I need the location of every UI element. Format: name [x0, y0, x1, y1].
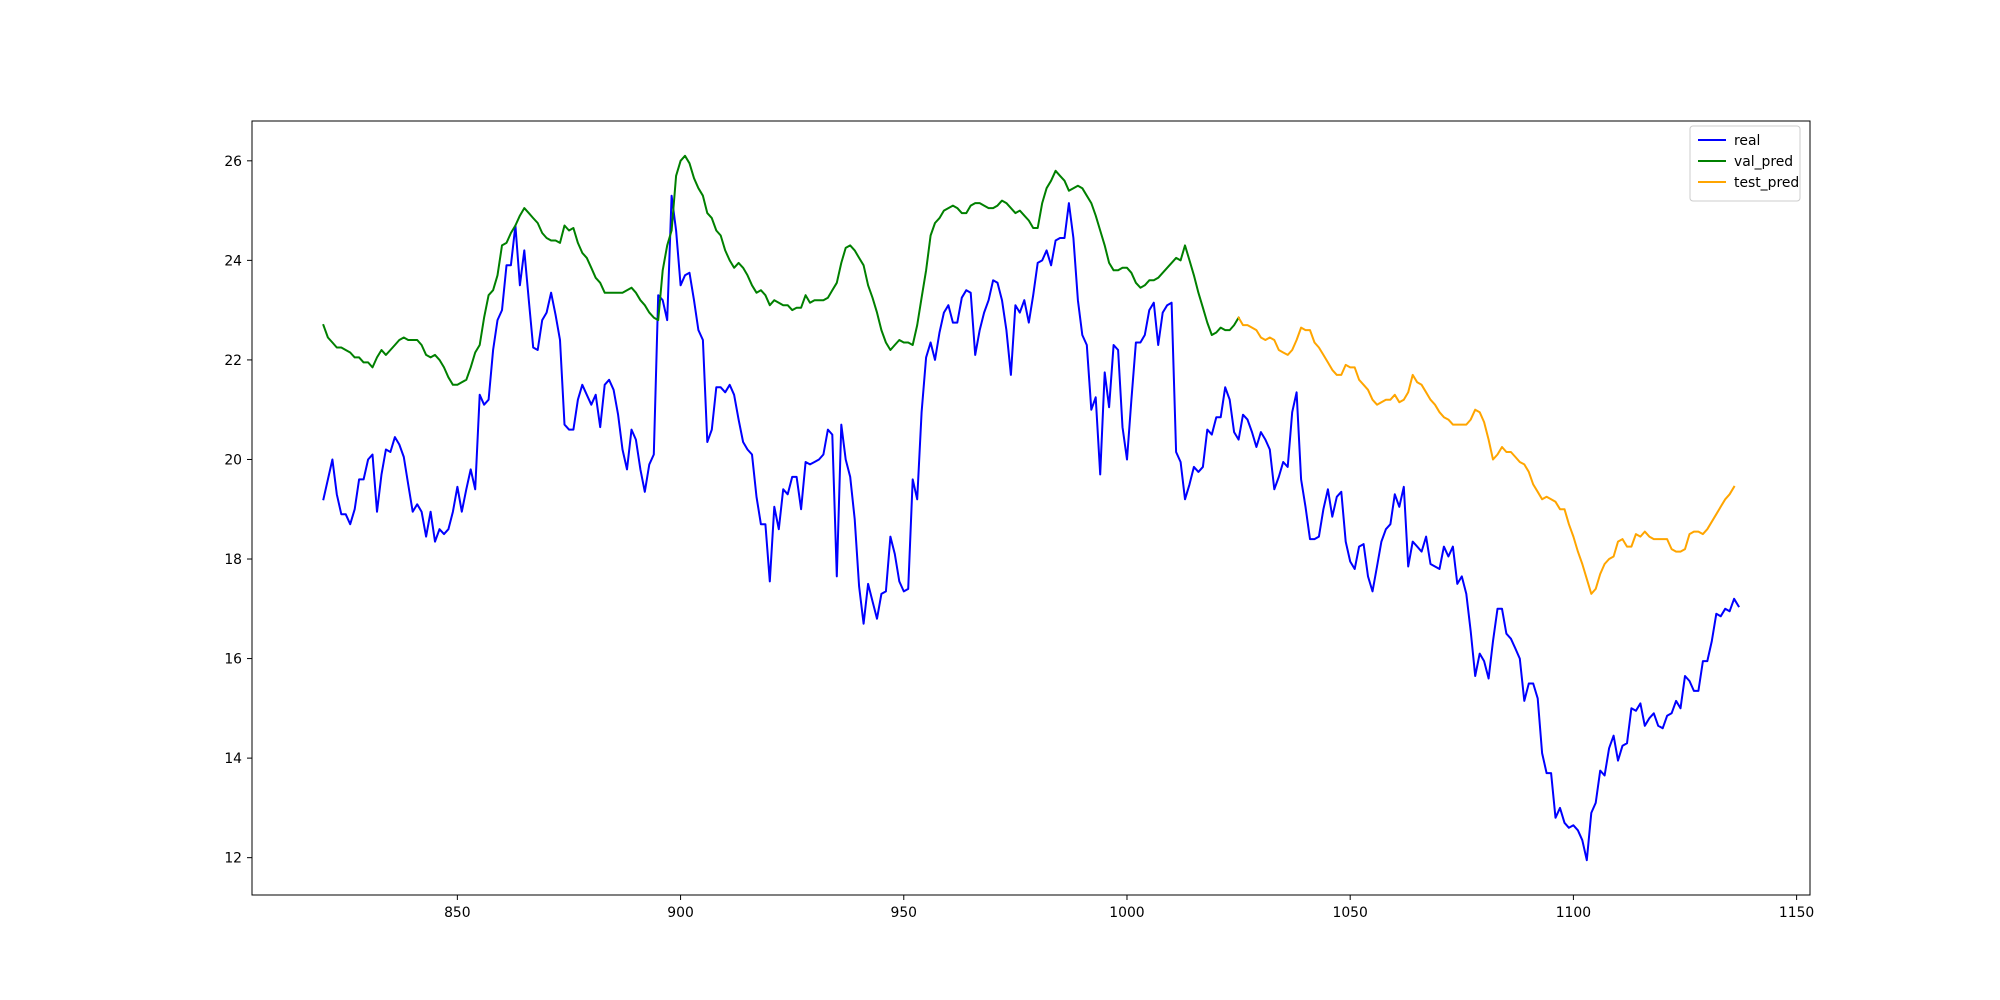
series-line-real — [322, 194, 1740, 862]
y-tick-label: 20 — [224, 452, 242, 468]
x-axis: 850 900 950 1000 1050 1100 1150 — [444, 895, 1814, 921]
plot-frame — [251, 120, 1811, 896]
legend-label-val-pred: val_pred — [1734, 154, 1793, 170]
x-tick-label: 950 — [891, 905, 918, 921]
x-tick-label: 1000 — [1109, 905, 1144, 921]
y-tick-label: 26 — [224, 154, 242, 170]
x-tick-label: 850 — [444, 905, 471, 921]
legend-label-real: real — [1734, 133, 1760, 149]
y-tick-label: 16 — [224, 652, 242, 668]
y-tick-label: 24 — [224, 253, 242, 269]
x-tick-label: 1050 — [1333, 905, 1368, 921]
y-tick-label: 12 — [224, 851, 242, 867]
series-line-val-pred — [322, 154, 1240, 386]
legend-label-test-pred: test_pred — [1734, 175, 1799, 191]
y-tick-label: 22 — [224, 353, 242, 369]
y-tick-label: 14 — [224, 751, 242, 767]
legend: real val_pred test_pred — [1689, 125, 1801, 202]
y-tick-label: 18 — [224, 552, 242, 568]
series-layer — [322, 154, 1740, 862]
x-tick-label: 900 — [667, 905, 694, 921]
y-axis: 12 14 16 18 20 22 24 26 — [224, 154, 252, 867]
series-line-test-pred — [1237, 316, 1736, 595]
x-tick-label: 1100 — [1556, 905, 1591, 921]
x-tick-label: 1150 — [1779, 905, 1814, 921]
